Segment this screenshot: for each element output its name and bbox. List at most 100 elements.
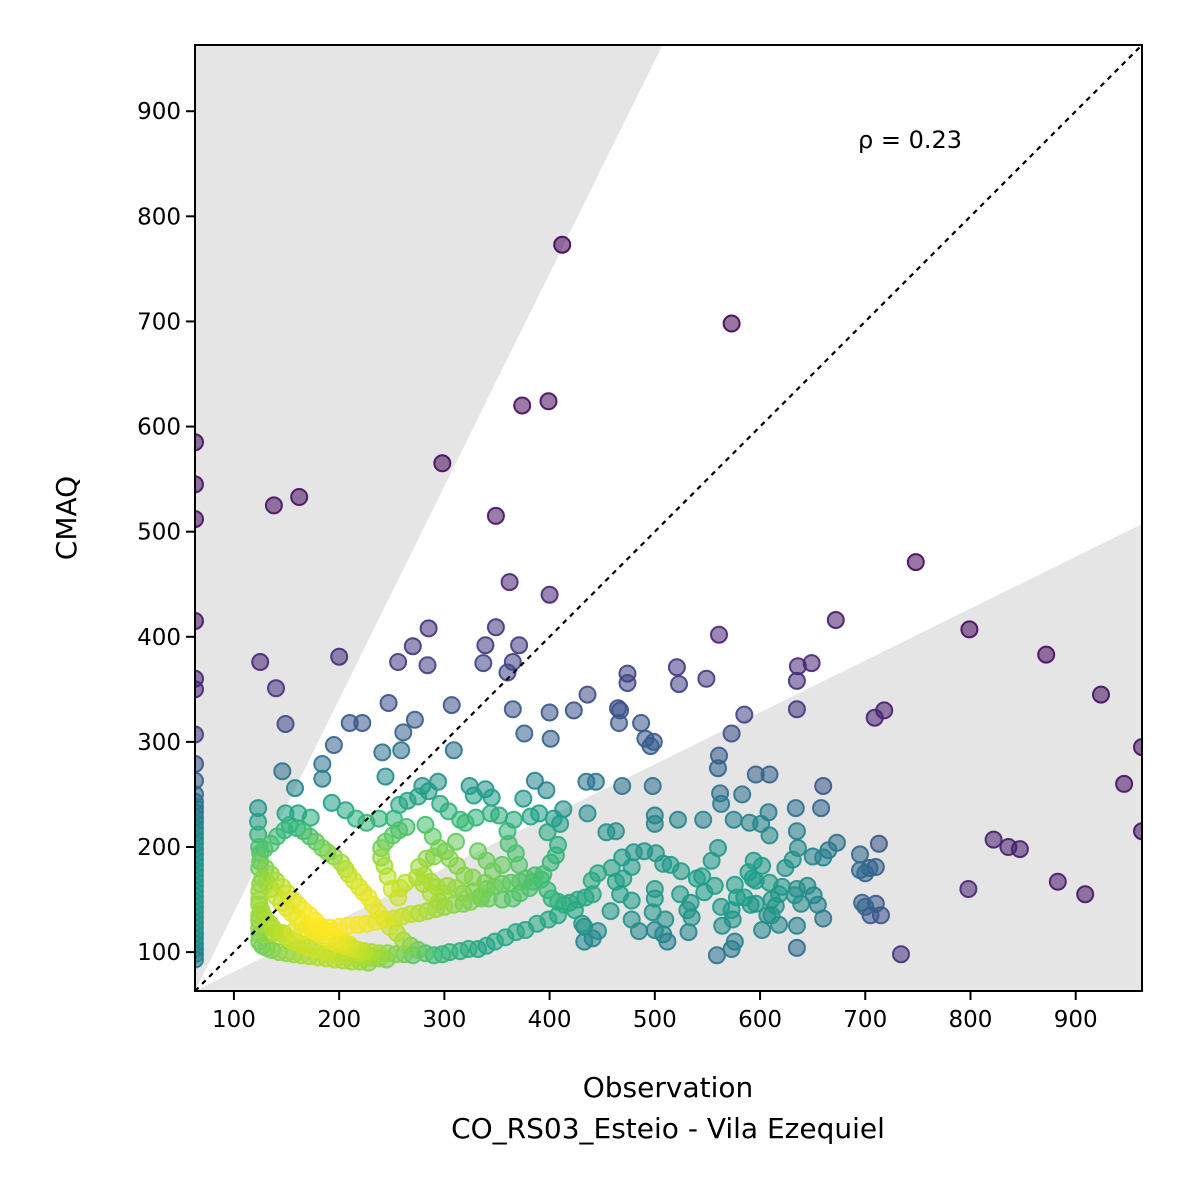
data-point xyxy=(645,921,664,939)
data-point xyxy=(405,710,424,729)
data-point xyxy=(389,653,408,671)
data-point xyxy=(573,914,592,933)
data-point xyxy=(786,799,805,818)
data-point xyxy=(578,804,597,823)
data-point xyxy=(322,793,341,812)
data-point xyxy=(500,573,519,592)
data-point xyxy=(618,674,637,692)
data-point xyxy=(353,714,372,732)
x-axis-sublabel: CO_RS03_Esteio - Vila Ezequiel xyxy=(451,1112,885,1145)
data-point xyxy=(743,869,762,888)
data-point xyxy=(740,813,759,832)
x-axis-label: Observation xyxy=(583,1071,754,1104)
data-point xyxy=(498,663,517,682)
data-point xyxy=(290,488,309,506)
data-point xyxy=(418,656,437,675)
data-point xyxy=(330,647,349,666)
data-point xyxy=(474,654,493,673)
data-point xyxy=(564,701,583,720)
data-point xyxy=(735,705,754,724)
data-point xyxy=(195,680,204,699)
data-point xyxy=(313,755,332,773)
y-tick-label: 400 xyxy=(137,625,181,651)
data-point xyxy=(812,799,831,818)
data-point xyxy=(760,826,779,845)
data-point xyxy=(195,771,204,790)
data-point xyxy=(643,777,662,795)
x-tick-label: 300 xyxy=(422,1007,466,1033)
data-point xyxy=(787,880,806,898)
data-point xyxy=(753,921,772,939)
data-point xyxy=(710,625,728,644)
data-point xyxy=(746,765,765,784)
data-point xyxy=(645,814,664,833)
data-point xyxy=(667,658,686,677)
data-point xyxy=(195,475,204,494)
data-point xyxy=(456,813,475,832)
data-point xyxy=(515,724,534,743)
x-tick-label: 600 xyxy=(738,1007,782,1033)
data-point xyxy=(632,714,651,732)
data-point xyxy=(670,675,688,694)
data-point xyxy=(1037,645,1056,664)
data-point xyxy=(722,314,741,333)
y-tick-label: 500 xyxy=(137,520,181,546)
data-point xyxy=(528,914,546,933)
data-point xyxy=(363,895,382,914)
data-point xyxy=(513,396,532,415)
data-point xyxy=(510,636,529,655)
data-point xyxy=(506,923,525,942)
data-point xyxy=(610,714,628,732)
data-point xyxy=(1115,774,1134,793)
data-point xyxy=(712,897,731,916)
data-point xyxy=(503,700,522,719)
data-point xyxy=(510,855,529,874)
x-axis: 100 200 300 400 500 600 700 800 900 xyxy=(212,991,1098,1033)
data-point xyxy=(709,759,727,778)
data-point xyxy=(464,786,483,805)
y-tick-label: 800 xyxy=(137,204,181,230)
data-point xyxy=(851,861,869,880)
data-point xyxy=(482,788,501,807)
x-tick-label: 500 xyxy=(633,1007,677,1033)
data-point xyxy=(725,932,744,951)
x-tick-label: 100 xyxy=(212,1007,256,1033)
x-tick-label: 400 xyxy=(528,1007,572,1033)
data-point xyxy=(392,741,411,760)
data-point xyxy=(960,620,979,639)
data-point xyxy=(869,834,888,853)
data-point xyxy=(419,619,438,638)
data-point xyxy=(712,794,731,813)
data-point xyxy=(525,771,544,790)
plot-frame xyxy=(194,44,1143,992)
y-axis-label: CMAQ xyxy=(50,476,83,560)
y-tick-label: 300 xyxy=(137,730,181,756)
data-point xyxy=(722,724,741,743)
data-point xyxy=(733,785,752,804)
y-tick-label: 600 xyxy=(137,415,181,441)
data-point xyxy=(787,938,806,957)
identity-line xyxy=(195,45,1142,991)
data-point xyxy=(669,810,687,829)
x-tick-label: 700 xyxy=(843,1007,887,1033)
data-point xyxy=(724,810,743,829)
data-point xyxy=(679,923,698,942)
data-point xyxy=(762,890,781,909)
data-point xyxy=(486,618,505,637)
data-point xyxy=(694,810,713,829)
data-point xyxy=(195,433,204,452)
data-point xyxy=(313,769,332,788)
data-point xyxy=(306,911,324,930)
data-point xyxy=(705,876,724,895)
data-point xyxy=(476,636,495,655)
data-point xyxy=(851,845,869,864)
data-point xyxy=(286,779,304,798)
data-point xyxy=(376,767,395,786)
data-point xyxy=(814,777,833,795)
data-point xyxy=(853,893,872,912)
data-point xyxy=(444,741,463,760)
data-point xyxy=(267,679,285,698)
data-point xyxy=(892,945,910,964)
data-point xyxy=(787,700,806,719)
data-point xyxy=(251,653,270,671)
